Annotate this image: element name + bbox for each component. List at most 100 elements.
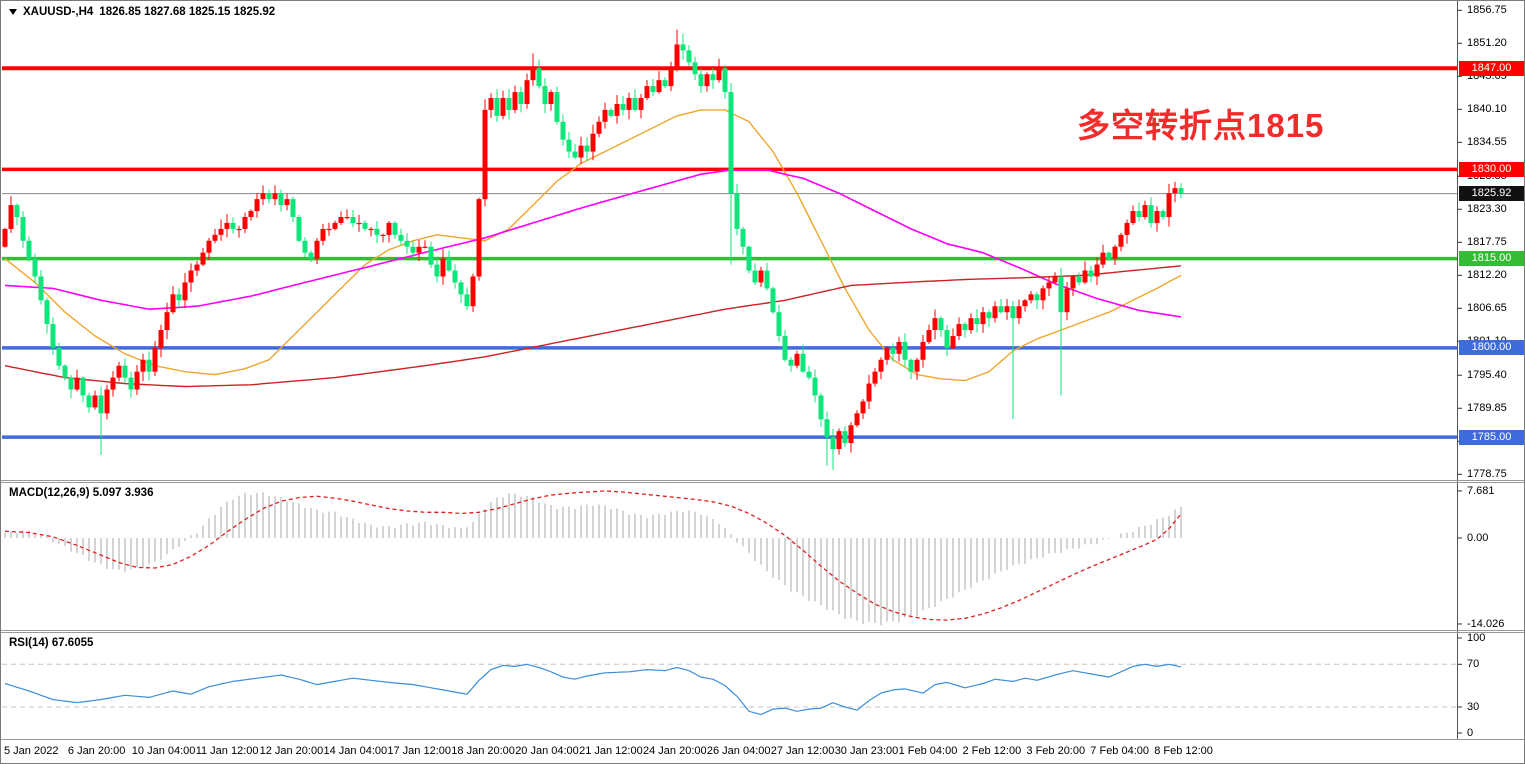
- ohlc-values: 1826.85 1827.68 1825.15 1825.92: [99, 6, 276, 18]
- current-price-badge: 1825.92: [1459, 186, 1524, 202]
- candle-body: [284, 199, 290, 206]
- candle-body: [374, 228, 380, 235]
- candle-body: [980, 312, 986, 325]
- candle-body: [920, 341, 926, 360]
- candle-body: [368, 228, 374, 231]
- candle-body: [1118, 234, 1124, 247]
- candle-body: [824, 419, 830, 438]
- candle-body: [1142, 205, 1148, 217]
- candle-body: [56, 347, 62, 366]
- candle-body: [728, 92, 734, 194]
- candle-body: [818, 395, 824, 420]
- rsi-tick-label: 0: [1467, 727, 1474, 739]
- price-badge-1815: 1815.00: [1459, 251, 1524, 267]
- time-axis-label: 21 Jan 12:00: [579, 745, 643, 757]
- candle-body: [992, 306, 998, 319]
- candle-body: [524, 80, 530, 104]
- candle-body: [86, 395, 92, 408]
- candle-body: [710, 74, 716, 81]
- candle-body: [956, 324, 962, 336]
- candle-body: [1004, 306, 1010, 313]
- candle-body: [428, 246, 434, 265]
- candle-body: [326, 228, 332, 231]
- price-tick-label: 1856.75: [1467, 4, 1507, 17]
- candle-body: [740, 228, 746, 247]
- candle-body: [206, 240, 212, 253]
- macd-histogram: [4, 492, 1182, 626]
- candle-body: [890, 347, 896, 354]
- candle-body: [872, 371, 878, 384]
- candle-body: [848, 425, 854, 444]
- candle-body: [104, 389, 110, 414]
- price-badge-1847: 1847.00: [1459, 60, 1524, 76]
- candle-body: [476, 199, 482, 277]
- candle-body: [452, 270, 458, 283]
- time-axis-label: 14 Jan 04:00: [323, 745, 388, 757]
- symbol-dropdown-icon[interactable]: [9, 9, 17, 15]
- candle-body: [548, 92, 554, 104]
- time-axis-label: 3 Feb 20:00: [1026, 745, 1086, 757]
- candle-body: [50, 324, 56, 348]
- time-axis-label: 1 Feb 04:00: [898, 745, 958, 757]
- time-axis-label: 5 Jan 2022: [4, 745, 59, 757]
- candle-body: [746, 246, 752, 271]
- candle-body: [1112, 246, 1118, 259]
- macd-tick-label: 0.00: [1467, 532, 1489, 544]
- candle-body: [866, 383, 872, 402]
- candle-body: [134, 371, 140, 390]
- candlestick-series: [2, 29, 1184, 470]
- candle-body: [440, 258, 446, 277]
- candle-body: [626, 98, 632, 110]
- candle-body: [908, 359, 914, 372]
- price-tick-label: 1840.10: [1467, 103, 1507, 116]
- candle-body: [236, 228, 242, 231]
- annotation-text[interactable]: 多空转折点1815: [1077, 107, 1325, 144]
- candle-body: [902, 341, 908, 360]
- candle-body: [446, 258, 452, 271]
- candle-body: [74, 377, 80, 390]
- candle-body: [38, 276, 44, 301]
- candle-body: [164, 312, 170, 331]
- candle-body: [434, 264, 440, 277]
- candle-body: [98, 395, 104, 414]
- price-badge-1830: 1830.00: [1459, 161, 1524, 177]
- candle-body: [338, 216, 344, 223]
- candle-body: [986, 312, 992, 319]
- price-badge-1785: 1785.00: [1459, 429, 1524, 445]
- candle-body: [782, 335, 788, 360]
- candle-body: [734, 193, 740, 229]
- time-axis-label: 7 Feb 04:00: [1090, 745, 1150, 757]
- candle-body: [308, 252, 314, 259]
- candle-body: [482, 109, 488, 200]
- candle-body: [602, 109, 608, 122]
- candle-body: [26, 240, 32, 259]
- candle-body: [182, 282, 188, 301]
- candle-body: [158, 330, 164, 348]
- candle-body: [230, 222, 236, 229]
- symbol-info-line: XAUUSD-,H4 1826.85 1827.68 1825.15 1825.…: [9, 6, 275, 18]
- price-tick-label: 1778.75: [1467, 468, 1507, 481]
- time-axis-label: 18 Jan 20:00: [451, 745, 515, 757]
- candle-body: [116, 365, 122, 378]
- candle-body: [1148, 205, 1154, 223]
- candle-body: [1136, 211, 1142, 217]
- candle-body: [386, 222, 392, 235]
- candle-body: [416, 246, 422, 253]
- candle-body: [512, 92, 518, 110]
- time-axis-label: 8 Feb 12:00: [1154, 745, 1213, 757]
- candle-body: [110, 377, 116, 390]
- candle-body: [554, 92, 560, 122]
- candle-body: [140, 359, 146, 372]
- time-axis-label: 11 Jan 12:00: [195, 745, 259, 757]
- candle-body: [32, 258, 38, 277]
- candle-body: [242, 216, 248, 229]
- candle-body: [704, 74, 710, 87]
- candle-body: [584, 145, 590, 152]
- candle-body: [662, 80, 668, 87]
- candle-body: [722, 68, 728, 93]
- candle-body: [320, 228, 326, 241]
- macd-tick-label: -14.026: [1467, 617, 1505, 630]
- price-badge-1800: 1800.00: [1459, 340, 1524, 356]
- candle-body: [686, 50, 692, 63]
- candle-body: [1034, 294, 1040, 301]
